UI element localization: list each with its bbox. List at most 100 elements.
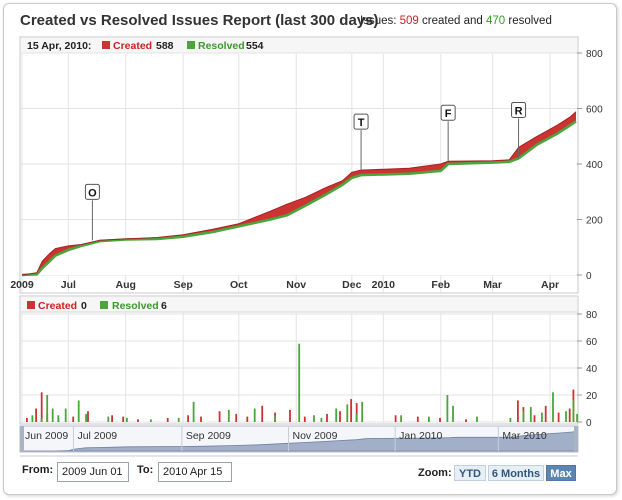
zoom-6-months-button[interactable]: 6 Months (488, 465, 544, 481)
main-y-tick-label: 600 (586, 105, 603, 116)
resolved-daily-bar (572, 400, 575, 422)
daily-legend-created-value: 0 (81, 300, 87, 312)
navigator-tick-label: Nov 2009 (293, 430, 338, 442)
summary-created-word: created and (422, 15, 483, 27)
daily-legend-bar (21, 297, 577, 312)
main-x-tick-label: Sep (174, 279, 193, 291)
resolved-daily-bar (428, 416, 430, 422)
main-flags[interactable]: O T F R (84, 101, 527, 241)
daily-bar-series (26, 343, 578, 423)
resolved-daily-bar (509, 417, 512, 422)
daily-y-tick-label: 60 (586, 337, 598, 348)
main-x-tick-label: Mar (483, 279, 502, 291)
navigator-axis: Jun 2009 Jul 2009 Sep 2009 Nov 2009 Jan 2010… (20, 427, 547, 451)
main-x-tick-label: Jul (61, 279, 76, 291)
resolved-daily-bar (552, 392, 554, 422)
main-legend-bar (21, 38, 577, 53)
resolved-line (21, 120, 577, 277)
created-daily-bar (218, 411, 221, 422)
created-daily-bar (111, 415, 113, 423)
resolved-daily-bar (64, 408, 67, 422)
created-daily-bar (26, 417, 28, 422)
zoom-label: Zoom: (418, 467, 452, 479)
daily-legend-created-swatch (27, 301, 35, 309)
created-daily-bar (465, 419, 467, 422)
resolved-daily-bar (313, 415, 315, 423)
main-x-axis: 2009 Jul Aug Sep Oct Nov Dec 2010 Feb Mar Apr (10, 279, 559, 291)
created-daily-bar (35, 408, 37, 422)
daily-y-tick-label: 20 (586, 391, 598, 402)
navigator-tick-label: Sep 2009 (186, 430, 231, 442)
main-x-tick-label: 2010 (372, 279, 396, 291)
navigator-series-area (21, 430, 578, 452)
resolved-daily-bar (346, 404, 349, 422)
main-x-tick-label: Aug (116, 279, 136, 291)
created-daily-bar (544, 405, 547, 422)
resolved-daily-bar (541, 412, 543, 422)
navigator-tick-label: Jul 2009 (77, 430, 117, 442)
resolved-daily-bar (400, 415, 402, 423)
resolved-daily-bar (298, 343, 301, 422)
flag-marker[interactable] (353, 113, 369, 130)
resolved-area-mask (22, 121, 576, 275)
summary-prefix: Issues: (360, 15, 397, 27)
created-daily-bar (72, 416, 75, 422)
flag-marker[interactable] (511, 101, 527, 118)
from-date-input[interactable]: 2009 Jun 01 (57, 462, 129, 482)
flag-label: T (358, 117, 365, 129)
main-x-tick-label: 2009 (10, 279, 34, 291)
main-legend-resolved-label: Resolved (198, 40, 245, 52)
main-x-tick-label: Nov (286, 279, 306, 291)
resolved-daily-bar (361, 401, 364, 423)
zoom-max-button[interactable]: Max (546, 465, 576, 481)
resolved-daily-bar (476, 416, 478, 422)
resolved-daily-bar (355, 413, 358, 422)
resolved-daily-bar (522, 411, 525, 422)
resolved-daily-bar (192, 401, 195, 423)
flag-label: O (88, 187, 97, 199)
created-daily-bar (166, 417, 169, 422)
created-daily-bar (355, 403, 358, 422)
to-date-input[interactable]: 2010 Apr 15 (158, 462, 232, 482)
resolved-daily-bar (253, 408, 256, 422)
navigator-left-handle[interactable] (20, 426, 24, 452)
resolved-daily-bar (31, 415, 34, 423)
main-legend-created-label: Created (113, 40, 152, 52)
flag-marker[interactable] (440, 104, 456, 121)
resolved-daily-bar (46, 395, 49, 422)
resolved-daily-bar (177, 417, 180, 422)
zoom-ytd-button[interactable]: YTD (454, 465, 486, 481)
daily-y-tick-label: 0 (586, 418, 592, 429)
navigator-tick-label: Jun 2009 (25, 430, 68, 442)
navigator-right-handle[interactable] (574, 426, 578, 452)
created-daily-bar (557, 412, 560, 422)
resolved-daily-bar (320, 417, 323, 422)
main-y-tick-label: 200 (586, 216, 603, 227)
created-daily-bar (350, 399, 352, 422)
resolved-daily-bar (57, 415, 60, 423)
created-daily-bar (122, 416, 125, 422)
resolved-daily-bar (77, 400, 80, 422)
daily-y-tick-label: 40 (586, 364, 598, 375)
created-daily-bar (200, 416, 202, 422)
report-title: Created vs Resolved Issues Report (last … (20, 12, 379, 29)
resolved-daily-bar (150, 419, 152, 422)
summary-resolved-word: resolved (508, 15, 552, 27)
summary-created-count: 509 (399, 15, 419, 27)
resolved-daily-bar (446, 395, 449, 422)
created-daily-bar (394, 415, 397, 423)
daily-legend-resolved-swatch (100, 301, 108, 309)
created-daily-bar (235, 413, 238, 422)
main-x-tick-label: Apr (541, 279, 559, 291)
main-x-tick-label: Dec (342, 279, 361, 291)
main-x-tick-label: Oct (230, 279, 248, 291)
resolved-daily-bar (452, 405, 454, 422)
flag-marker[interactable] (84, 183, 100, 200)
resolved-daily-bar (107, 416, 110, 422)
main-legend-resolved-swatch (187, 41, 195, 49)
created-daily-bar (326, 413, 328, 422)
created-daily-bar (533, 415, 536, 423)
daily-legend-resolved-label: Resolved (112, 300, 159, 312)
resolved-daily-bar (126, 417, 128, 422)
